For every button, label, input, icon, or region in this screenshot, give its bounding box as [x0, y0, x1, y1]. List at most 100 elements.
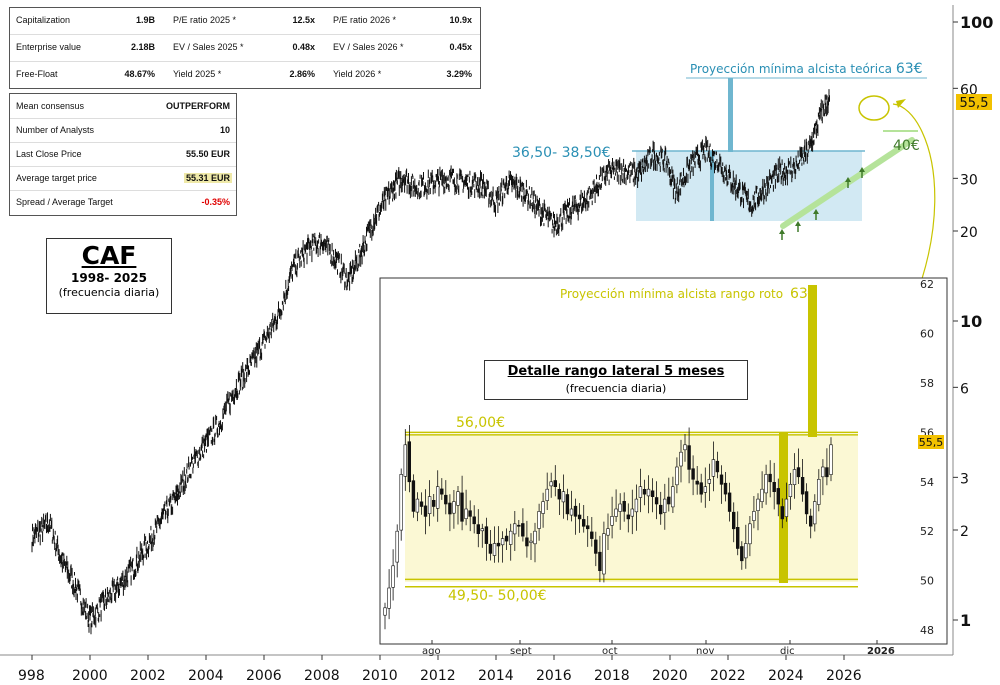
- chart-title-box: CAF 1998- 2025 (frecuencia diaria): [46, 238, 172, 314]
- inset-projection-label: Proyección mínima alcista rango roto 63€: [560, 286, 817, 302]
- inset-candle-body: [622, 500, 626, 512]
- inset-x-tick-label: nov: [696, 646, 714, 657]
- inset-candle-body: [829, 444, 833, 475]
- x-tick-label: 2010: [362, 668, 398, 684]
- chart-frequency: (frecuencia diaria): [58, 286, 160, 299]
- inset-price-badge-text: 55,5: [919, 436, 944, 449]
- inset-candle-body: [537, 511, 541, 529]
- inset-candle-body: [468, 510, 472, 517]
- inset-candle-body: [517, 524, 521, 527]
- inset-candle-body: [671, 486, 675, 508]
- inset-candle-body: [715, 460, 720, 473]
- fundamentals-value: 2.18B: [130, 42, 155, 52]
- inset-candle-body: [577, 514, 582, 520]
- inset-candle-body: [573, 505, 578, 517]
- inset-x-tick-label: oct: [602, 646, 618, 657]
- inset-candle-body: [662, 498, 667, 514]
- projection-bar-main: [728, 78, 733, 152]
- inset-candle-body: [444, 494, 448, 505]
- consensus-value: -0.35%: [201, 197, 230, 207]
- inset-candle-body: [788, 483, 793, 497]
- inset-candle-body: [776, 488, 781, 505]
- range-zone-marker: [710, 151, 714, 221]
- fundamentals-value: 3.29%: [446, 69, 472, 79]
- fundamentals-label: Yield 2026 *: [333, 69, 382, 79]
- consensus-value: 55.50 EUR: [185, 149, 230, 159]
- support-arrow-head: [795, 221, 801, 226]
- inset-candle-body: [768, 473, 772, 483]
- inset-candle-body: [691, 468, 695, 480]
- inset-candle-body: [744, 543, 748, 559]
- x-tick-label: 2008: [304, 668, 340, 684]
- inset-candle-body: [784, 498, 789, 517]
- inset-frequency: (frecuencia diaria): [565, 382, 667, 395]
- x-tick-label: 2018: [594, 668, 630, 684]
- main-price-series: [31, 89, 830, 635]
- inset-x-axis: ago sept oct nov dic 2026: [422, 640, 895, 657]
- inset-candle-body: [703, 486, 708, 493]
- inset-y-tick-label: 60: [920, 328, 934, 341]
- x-tick-label: 2014: [478, 668, 514, 684]
- consensus-row: Average target price 55.31 EUR: [10, 166, 236, 191]
- chart-title: CAF: [81, 241, 137, 270]
- fundamentals-label: Yield 2025 *: [173, 69, 222, 79]
- inset-candle-body: [654, 497, 659, 505]
- inset-candle-body: [565, 494, 570, 515]
- support-label: 40€: [893, 138, 920, 154]
- x-tick-label: 2024: [768, 668, 804, 684]
- x-tick-label: 2012: [420, 668, 456, 684]
- fundamentals-row: Capitalization 1.9B P/E ratio 2025 * 12.…: [10, 8, 480, 35]
- inset-candle-body: [480, 528, 484, 532]
- inset-y-tick-label: 50: [920, 575, 934, 588]
- inset-candle-body: [452, 501, 456, 514]
- inset-candle-body: [407, 441, 411, 483]
- fundamentals-label: Free-Float: [16, 69, 58, 79]
- x-tick-label: 2002: [130, 668, 166, 684]
- inset-candle-body: [711, 459, 716, 477]
- fundamentals-value: 2.86%: [289, 69, 315, 79]
- inset-candle-body: [723, 482, 728, 495]
- y-tick-label: 1: [960, 611, 971, 630]
- x-tick-label: 2026: [826, 668, 862, 684]
- inset-candle-body: [403, 444, 407, 477]
- main-x-axis: 998 2000 2002 2004 2006 2008 2010 2012 2014 2016 2…: [18, 655, 862, 684]
- inset-candle-body: [756, 498, 760, 512]
- inset-candle-body: [602, 533, 606, 575]
- inset-candle-body: [658, 504, 663, 515]
- consensus-value: 55.31 EUR: [183, 173, 232, 183]
- inset-range-top-label: 56,00€: [456, 415, 505, 431]
- current-price-circle: [858, 95, 890, 121]
- support-arrows: [779, 167, 865, 240]
- inset-candle-body: [529, 540, 533, 543]
- inset-candle-body: [675, 466, 679, 486]
- inset-candle-body: [464, 508, 468, 519]
- inset-candle-body: [667, 496, 671, 505]
- consensus-value: 10: [219, 125, 230, 135]
- support-arrow-head: [779, 229, 785, 234]
- price-badge: [956, 94, 992, 110]
- range-label-main: 36,50- 38,50€: [512, 145, 611, 161]
- x-tick-label: 2004: [188, 668, 224, 684]
- inset-title-box: Detalle rango lateral 5 meses (frecuenci…: [484, 360, 748, 400]
- fundamentals-row: Free-Float 48.67% Yield 2025 * 2.86% Yie…: [10, 62, 480, 88]
- inset-candle-body: [683, 444, 687, 451]
- inset-candle-body: [488, 543, 493, 554]
- consensus-label: Spread / Average Target: [16, 197, 113, 207]
- inset-candle-body: [598, 551, 602, 572]
- inset-projection-bar: [808, 285, 817, 437]
- inset-candle-body: [780, 506, 785, 520]
- inset-projection-label-text: Proyección mínima alcista rango roto: [560, 287, 783, 301]
- fundamentals-label: P/E ratio 2026 *: [333, 15, 397, 25]
- support-arrow-head: [859, 167, 865, 172]
- inset-candle-body: [695, 480, 699, 485]
- inset-candle-body: [796, 467, 801, 478]
- inset-candle-body: [492, 543, 497, 556]
- inset-candle-body: [719, 474, 724, 485]
- inset-candle-body: [500, 538, 505, 546]
- inset-candle-body: [460, 492, 464, 522]
- inset-candle-body: [391, 565, 395, 588]
- inset-candle-body: [541, 501, 545, 514]
- x-tick-label: 2022: [710, 668, 746, 684]
- chart-years: 1998- 2025: [71, 271, 147, 285]
